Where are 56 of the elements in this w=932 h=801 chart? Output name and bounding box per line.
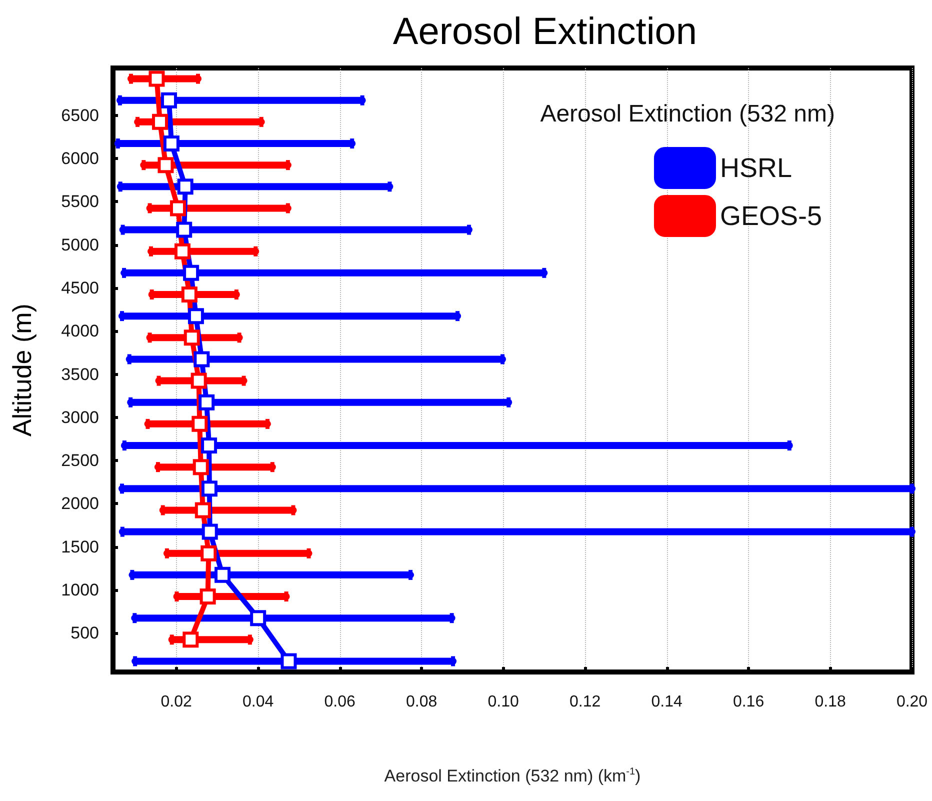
y-tick-label: 2500 [61,451,99,470]
y-tick-label: 4500 [61,278,99,298]
y-tick-label: 1000 [61,580,99,600]
y-tick-label: 1500 [61,537,99,556]
point [152,114,168,130]
point [170,200,186,216]
y-tick-label: 6000 [61,149,99,168]
legend-label: HSRL [720,153,792,183]
chart-title: Aerosol Extinction [392,11,698,53]
point [163,136,180,152]
point [188,308,204,324]
point [182,632,199,648]
x-tick-label: 0.04 [242,694,274,710]
y-tick-label: 4000 [61,322,99,341]
x-tick-label: 0.14 [651,694,682,710]
point [148,70,165,87]
x-tick-label: 0.20 [896,694,928,710]
y-tick-label: 3000 [61,408,99,427]
x-tick-label: 0.08 [406,694,438,710]
x-tick-label: 0.16 [732,694,764,710]
y-tick-label: 3500 [61,364,99,384]
point [192,459,209,476]
point [190,372,207,389]
point [201,480,218,497]
x-tick-label: 0.12 [569,694,601,710]
point [176,222,192,238]
point [160,92,177,108]
point [202,524,218,540]
point [200,545,217,562]
legend-title: Aerosol Extinction (532 nm) [540,100,835,128]
point [181,286,198,302]
y-tick-label: 5000 [61,235,99,254]
point [183,264,200,281]
y-axis-title: Altitude (m) [7,304,37,436]
point [158,157,174,174]
point [201,438,218,454]
point [174,243,190,260]
y-tick-label: 5500 [61,192,99,212]
x-tick-label: 0.18 [814,694,846,710]
point [194,351,210,368]
legend-label: GEOS-5 [720,201,822,231]
point [177,178,194,195]
x-tick-label: 0.02 [160,694,192,710]
y-tick-label: 2000 [61,494,99,514]
point [200,588,216,604]
x-tick-label: 0.06 [324,694,356,710]
x-tick-label: 0.10 [488,694,519,710]
point [214,566,231,583]
point [194,502,211,518]
y-tick-label: 500 [70,624,99,643]
point [280,653,297,670]
point [192,416,208,432]
y-tick-label: 6500 [61,106,99,125]
point [184,330,200,346]
point [250,610,266,626]
point [198,394,215,410]
